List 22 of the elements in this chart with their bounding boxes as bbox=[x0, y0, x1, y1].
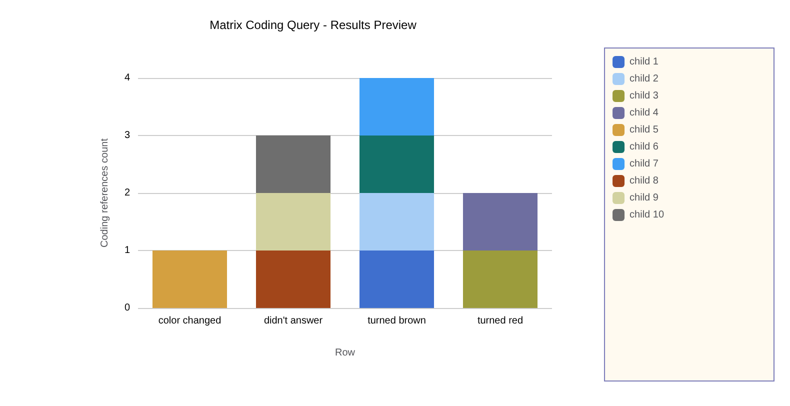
legend-label: child 3 bbox=[630, 90, 659, 102]
x-tick-label: color changed bbox=[158, 316, 222, 326]
legend-label: child 6 bbox=[630, 142, 659, 152]
legend-label: child 7 bbox=[630, 158, 659, 170]
legend-label: child 4 bbox=[630, 108, 659, 118]
chart-title: Matrix Coding Query - Results Preview bbox=[210, 18, 417, 32]
legend-label: child 10 bbox=[630, 210, 664, 220]
y-axis-title: Coding references count bbox=[100, 138, 110, 248]
legend-label: child 9 bbox=[630, 192, 659, 204]
y-tick-label: 1 bbox=[124, 245, 130, 256]
y-tick-label: 0 bbox=[124, 302, 130, 314]
legend-label: child 2 bbox=[630, 74, 659, 84]
x-axis-title: Row bbox=[334, 348, 356, 358]
y-tick-label: 4 bbox=[124, 72, 130, 84]
legend-label: child 1 bbox=[630, 56, 659, 68]
y-tick-label: 2 bbox=[124, 188, 130, 198]
y-tick-label: 3 bbox=[124, 130, 130, 141]
x-tick-label: didn't answer bbox=[264, 316, 324, 326]
x-tick-label: turned brown bbox=[368, 316, 426, 326]
legend-label: child 8 bbox=[630, 176, 659, 186]
x-tick-label: turned red bbox=[477, 316, 524, 326]
legend-label: child 5 bbox=[630, 124, 659, 136]
